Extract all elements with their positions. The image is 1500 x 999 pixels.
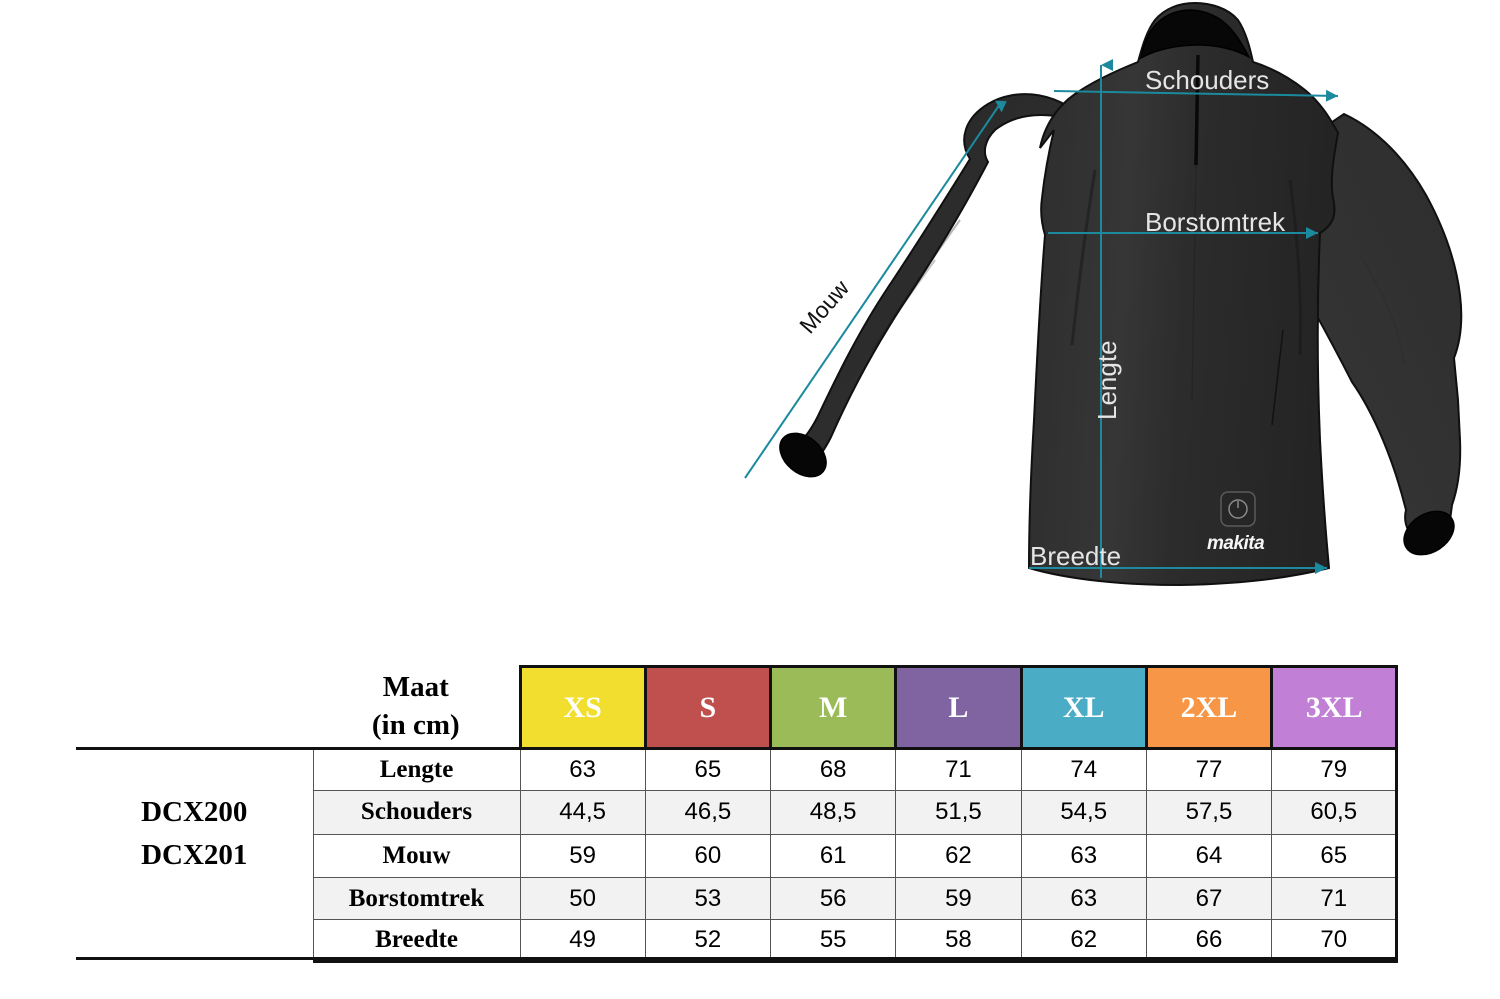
svg-text:Breedte: Breedte	[1030, 541, 1121, 571]
svg-text:Schouders: Schouders	[1145, 65, 1269, 95]
svg-text:Lengte: Lengte	[1092, 340, 1122, 420]
svg-text:Mouw: Mouw	[794, 275, 854, 339]
svg-text:makita: makita	[1207, 533, 1265, 554]
svg-text:Borstomtrek: Borstomtrek	[1145, 207, 1286, 237]
